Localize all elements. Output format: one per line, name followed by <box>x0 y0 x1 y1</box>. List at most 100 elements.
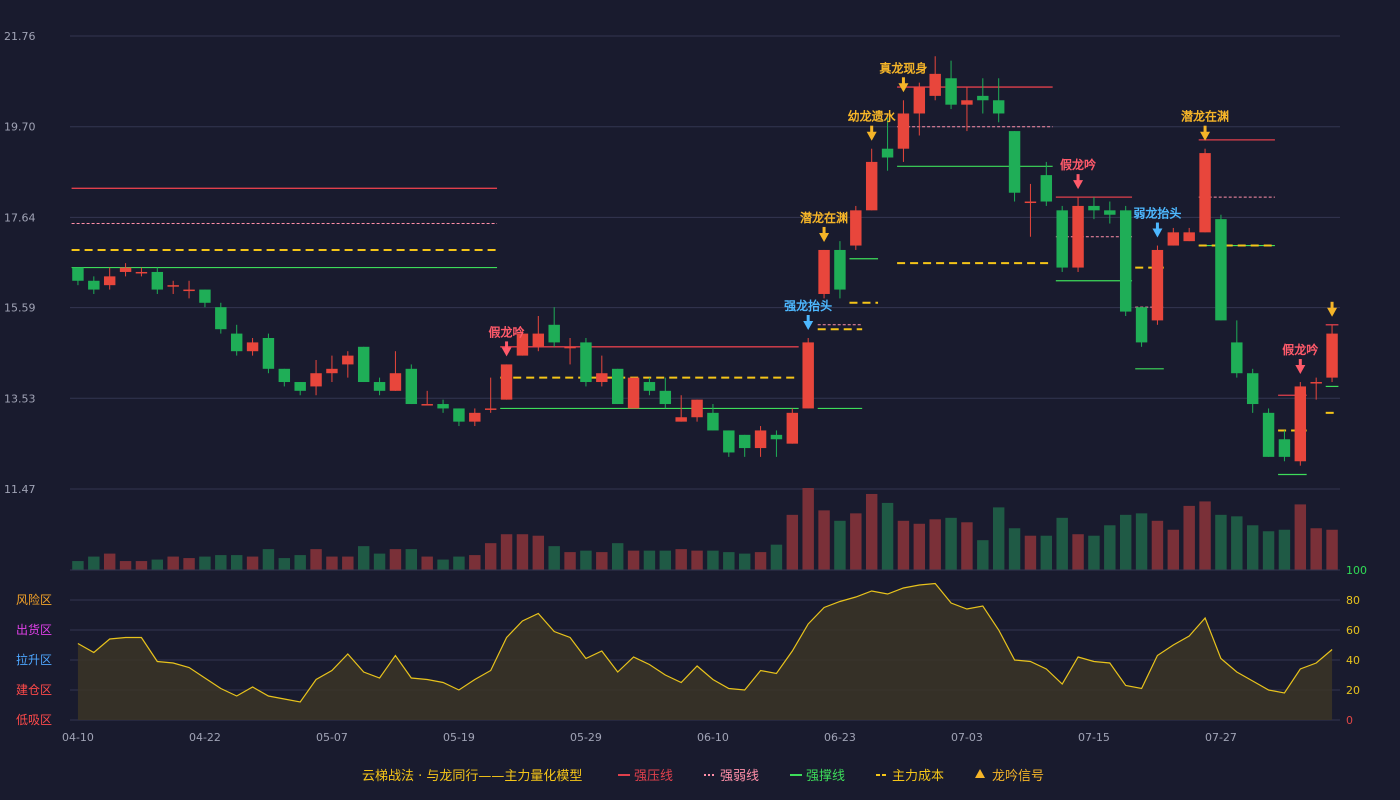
signal-arrow-stem <box>1076 174 1080 182</box>
volume-bar <box>500 534 513 570</box>
candle-body <box>611 368 624 405</box>
volume-bar <box>1199 501 1211 570</box>
volume-bar <box>691 550 703 570</box>
volume-bar <box>1088 535 1100 570</box>
candle-body <box>865 161 878 211</box>
volume-bar <box>627 550 640 570</box>
volume-bar <box>802 488 814 570</box>
candle-body <box>723 430 735 453</box>
volume-bar <box>1119 514 1132 570</box>
volume-bar <box>246 556 259 570</box>
volume-bar <box>278 558 291 570</box>
volume-bar <box>1040 535 1053 570</box>
volume-bar <box>643 550 656 570</box>
signal-label: 假龙吟 <box>1282 342 1318 357</box>
candle-body <box>199 289 211 303</box>
candle-body <box>1119 210 1132 312</box>
candle-body <box>754 430 767 449</box>
candle-body <box>326 368 338 374</box>
candle-body <box>1199 153 1211 233</box>
volume-bars <box>72 488 1338 570</box>
volume-bar <box>294 555 306 570</box>
volume-bar <box>469 555 481 570</box>
price-tick-label: 13.53 <box>4 392 36 405</box>
candle-body <box>881 148 894 158</box>
volume-bar <box>1310 528 1322 570</box>
candle-body <box>135 271 148 274</box>
candle-body <box>1088 205 1100 211</box>
volume-bar <box>961 522 973 570</box>
volume-bar <box>342 556 354 570</box>
legend-swatch <box>975 769 985 778</box>
volume-bar <box>262 549 275 570</box>
candle-body <box>1231 342 1243 374</box>
candle-body <box>1056 210 1068 268</box>
candle-body <box>484 408 497 410</box>
signal-label: 强龙抬头 <box>784 298 832 313</box>
candle-body <box>72 267 84 281</box>
volume-bar <box>818 510 830 570</box>
legend-item-label: 强压线 <box>634 769 673 784</box>
date-axis: 04-10 04-22 05-07 05-19 05-29 06-10 06-23 07-03… <box>62 731 1237 744</box>
signal-arrow-stem <box>806 315 810 322</box>
volume-bar <box>850 513 862 570</box>
candle-body <box>262 338 275 369</box>
candle-body <box>1104 210 1116 215</box>
volume-bar <box>421 556 433 570</box>
volume-bar <box>1246 525 1259 570</box>
price-tick-label: 19.70 <box>4 121 36 134</box>
volume-bar <box>707 550 719 570</box>
signal-label: 幼龙遗水 <box>848 109 897 124</box>
candle-body <box>151 271 164 290</box>
volume-bar <box>151 559 164 570</box>
volume-bar <box>1262 531 1275 570</box>
candle-body <box>516 333 529 356</box>
candle-body <box>691 399 703 418</box>
candle-body <box>389 373 402 391</box>
candle-body <box>1024 201 1037 204</box>
volume-bar <box>675 549 687 570</box>
volume-bar <box>659 550 672 570</box>
volume-bar <box>834 520 846 570</box>
volume-bar <box>913 523 926 570</box>
volume-bar <box>770 544 783 570</box>
volume-bar <box>865 493 878 570</box>
volume-bar <box>1008 528 1021 570</box>
signal-arrow-stem <box>901 77 905 85</box>
candle-body <box>230 333 243 352</box>
date-tick-label: 07-03 <box>951 731 983 744</box>
price-tick-label: 11.47 <box>4 483 36 496</box>
volume-bar <box>1231 516 1243 570</box>
volume-bar <box>516 534 529 570</box>
signal-arrow <box>819 232 830 242</box>
indicator-tick-label: 0 <box>1346 714 1353 727</box>
legend-item-label: 龙吟信号 <box>992 768 1044 784</box>
candle-body <box>183 289 195 292</box>
candle-body <box>643 382 656 391</box>
volume-bar <box>230 555 243 570</box>
signal-arrow-stem <box>505 341 509 349</box>
indicator-tick-label: 100 <box>1346 564 1367 577</box>
candle-body <box>977 95 989 101</box>
zone-label: 风险区 <box>16 592 52 607</box>
volume-bar <box>929 519 941 570</box>
candle-body <box>453 408 465 422</box>
volume-bar <box>881 502 894 570</box>
volume-bar <box>72 561 84 570</box>
legend: 云梯战法 · 与龙同行——主力量化模型 强压线 强弱线 强撑线 主力成本 龙吟信号 <box>362 768 1044 784</box>
candle-body <box>818 249 830 294</box>
volume-bar <box>786 514 799 570</box>
legend-item-label: 强撑线 <box>806 769 845 784</box>
candle-body <box>310 373 322 387</box>
signal-arrow <box>803 321 814 330</box>
signal-arrow-stem <box>1203 125 1207 133</box>
signal-label: 真龙现身 <box>879 60 927 75</box>
volume-bar <box>897 520 910 570</box>
volume-bar <box>135 561 148 570</box>
volume-bar <box>103 553 116 570</box>
candle-body <box>659 390 672 405</box>
volume-bar <box>1326 529 1338 570</box>
candle-body <box>1008 131 1021 193</box>
